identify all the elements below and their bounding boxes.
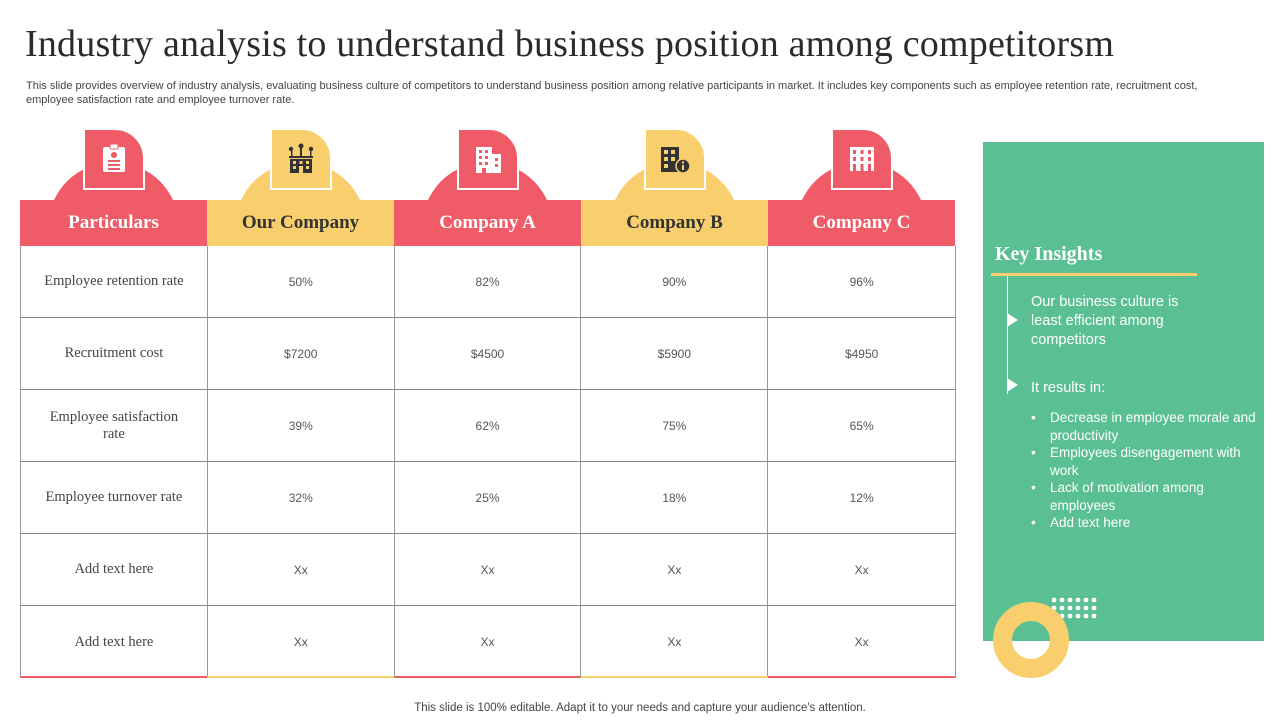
table-cell: Xx: [581, 534, 769, 605]
id-card-icon: [83, 128, 145, 190]
table-cell: $5900: [581, 318, 769, 389]
header-label: Company C: [768, 200, 955, 246]
list-item: Lack of motivation among employees: [1031, 479, 1256, 514]
slide-subtitle: This slide provides overview of industry…: [26, 80, 1198, 106]
insights-connector-line: [1007, 276, 1008, 394]
header-label: Company B: [581, 200, 768, 246]
table-cell: Xx: [395, 534, 582, 605]
table-cell: 65%: [768, 390, 957, 461]
office-building-icon: [457, 128, 519, 190]
comparison-table: Employee retention rate 50% 82% 90% 96% …: [20, 246, 957, 678]
table-row: Employee satisfaction rate 39% 62% 75% 6…: [21, 390, 957, 462]
table-cell: Xx: [395, 606, 582, 678]
arrow-right-icon: [1007, 313, 1018, 327]
table-cell: 18%: [581, 462, 769, 533]
table-cell: 12%: [768, 462, 957, 533]
table-cell: 50%: [208, 246, 395, 317]
list-item: Decrease in employee morale and producti…: [1031, 409, 1256, 444]
row-label: Employee retention rate: [21, 246, 208, 317]
table-cell: $4950: [768, 318, 957, 389]
apartment-building-icon: [831, 128, 893, 190]
table-row: Add text here Xx Xx Xx Xx: [21, 606, 957, 678]
header-company-b: Company B: [581, 128, 768, 246]
table-row: Employee retention rate 50% 82% 90% 96%: [21, 246, 957, 318]
table-row: Recruitment cost $7200 $4500 $5900 $4950: [21, 318, 957, 390]
column-underline: [581, 676, 768, 678]
header-label: Company A: [394, 200, 581, 246]
table-cell: 90%: [581, 246, 769, 317]
header-label: Particulars: [20, 200, 207, 246]
insight-bullet-list: Decrease in employee morale and producti…: [1031, 409, 1256, 532]
slide-title: Industry analysis to understand business…: [25, 23, 1115, 65]
ring-decoration: [993, 602, 1069, 678]
arrow-right-icon: [1007, 378, 1018, 392]
table-cell: Xx: [768, 606, 957, 678]
header-our-company: Our Company: [207, 128, 394, 246]
list-item: Add text here: [1031, 514, 1256, 532]
table-cell: 75%: [581, 390, 769, 461]
row-label: Add text here: [21, 606, 208, 678]
table-cell: Xx: [208, 606, 395, 678]
column-underline: [207, 676, 394, 678]
table-cell: 25%: [395, 462, 582, 533]
header-company-a: Company A: [394, 128, 581, 246]
insights-title: Key Insights: [995, 243, 1103, 265]
table-cell: 82%: [395, 246, 582, 317]
table-cell: Xx: [581, 606, 769, 678]
header-particulars: Particulars: [20, 128, 207, 246]
insight-point: It results in:: [1031, 380, 1106, 396]
list-item: Employees disengagement with work: [1031, 444, 1256, 479]
table-cell: 32%: [208, 462, 395, 533]
table-cell: $7200: [208, 318, 395, 389]
header-label: Our Company: [207, 200, 394, 246]
key-insights-panel: Key Insights Our business culture is lea…: [983, 142, 1264, 641]
network-building-icon: [270, 128, 332, 190]
table-cell: 39%: [208, 390, 395, 461]
table-cell: Xx: [768, 534, 957, 605]
footer-note: This slide is 100% editable. Adapt it to…: [414, 702, 866, 714]
table-cell: Xx: [208, 534, 395, 605]
row-label: Employee turnover rate: [21, 462, 208, 533]
insights-divider: [991, 273, 1197, 276]
row-label: Recruitment cost: [21, 318, 208, 389]
table-cell: 62%: [395, 390, 582, 461]
row-label: Employee satisfaction rate: [21, 390, 208, 461]
table-row: Employee turnover rate 32% 25% 18% 12%: [21, 462, 957, 534]
insight-point: Our business culture is least efficient …: [1031, 294, 1179, 348]
row-label: Add text here: [21, 534, 208, 605]
building-info-icon: [644, 128, 706, 190]
table-cell: $4500: [395, 318, 582, 389]
table-row: Add text here Xx Xx Xx Xx: [21, 534, 957, 606]
table-cell: 96%: [768, 246, 957, 317]
header-company-c: Company C: [768, 128, 955, 246]
